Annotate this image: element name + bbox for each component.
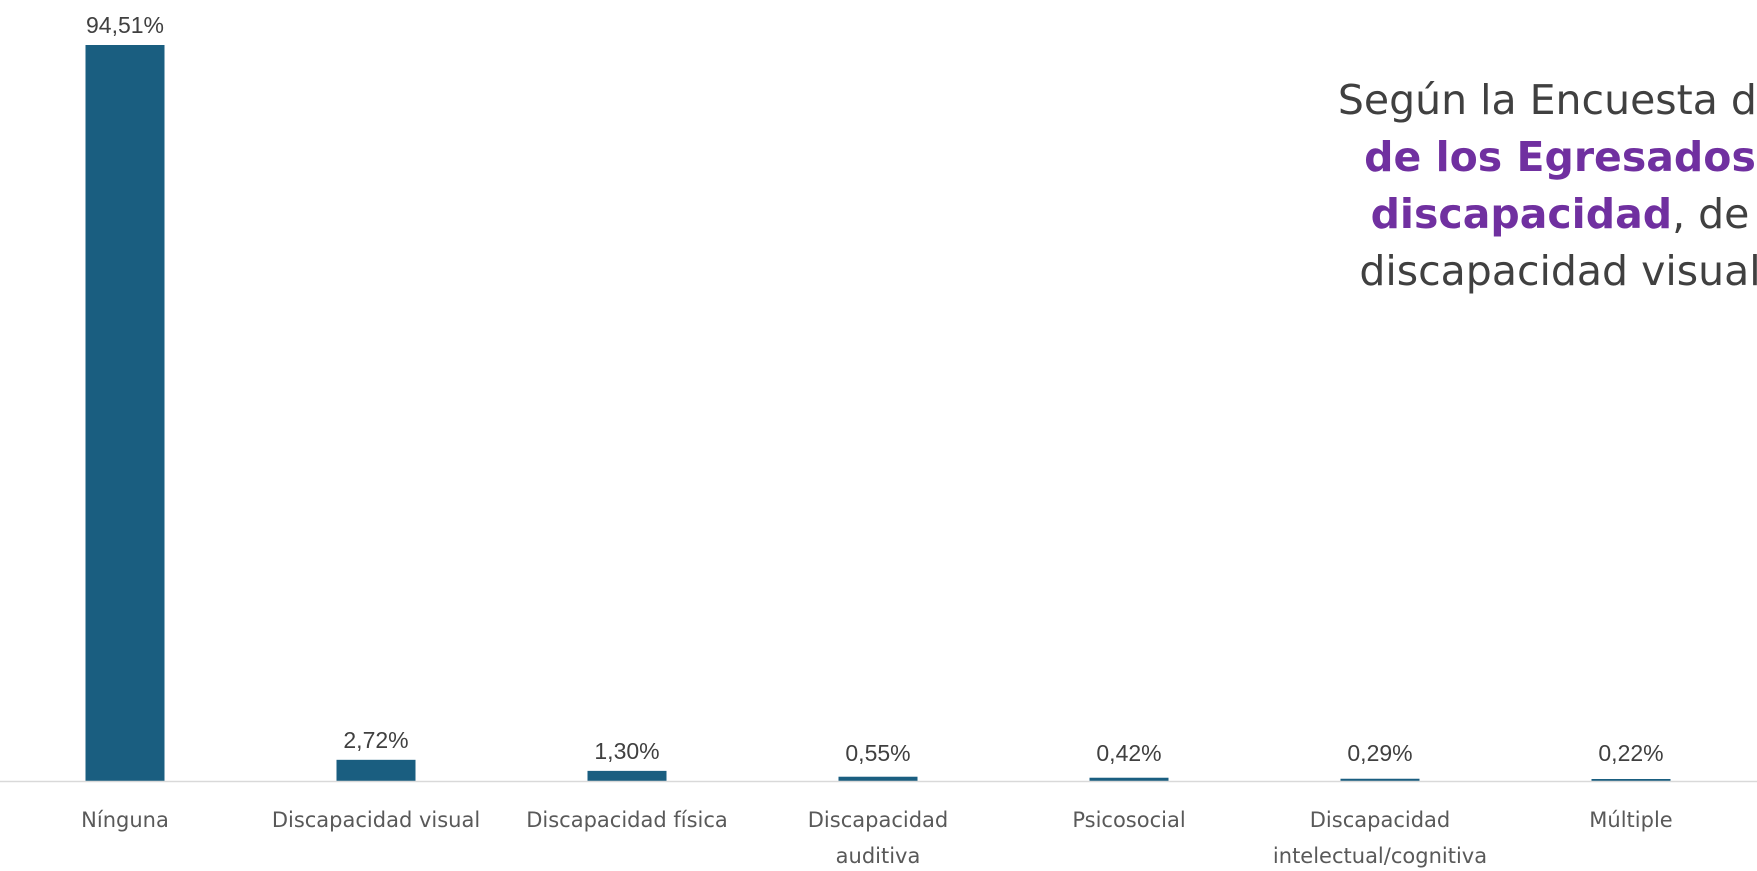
category-label-5: Psicosocial xyxy=(1072,808,1185,832)
callout-text: Según la Encuesta de de los Egresados dis… xyxy=(1180,72,1757,300)
data-label-5: 0,42% xyxy=(1096,740,1161,766)
callout-line-2: de los Egresados xyxy=(1180,129,1757,186)
data-label-7: 0,22% xyxy=(1598,740,1663,766)
bars-group xyxy=(85,45,1671,781)
callout-text-segment: discapacidad visual xyxy=(1359,247,1757,295)
category-labels-group: Nínguna Discapacidad visual Discapacidad f… xyxy=(81,808,1673,868)
bar-7 xyxy=(1591,779,1671,781)
data-labels-group: 94,51% 2,72% 1,30% 0,55% 0,42% 0,29% 0,22% xyxy=(86,12,1664,766)
category-label-6: Discapacidad intelectual/cognitiva xyxy=(1273,808,1487,868)
bar-5 xyxy=(1089,777,1169,781)
callout-line-3: discapacidad, de xyxy=(1180,186,1757,243)
category-label-2: Discapacidad visual xyxy=(272,808,480,832)
category-label-3: Discapacidad física xyxy=(526,808,728,832)
callout-line-1: Según la Encuesta de xyxy=(1180,72,1757,129)
bar-3 xyxy=(587,770,667,781)
highlight-text: de los Egresados xyxy=(1364,133,1756,181)
callout-text-segment: Según la Encuesta de xyxy=(1337,76,1757,124)
bar-2 xyxy=(336,759,416,781)
highlight-text: discapacidad xyxy=(1370,190,1673,238)
data-label-1: 94,51% xyxy=(86,12,164,38)
data-label-6: 0,29% xyxy=(1347,740,1412,766)
category-label-7: Múltiple xyxy=(1589,808,1672,832)
callout-line-4: discapacidad visual xyxy=(1180,243,1757,300)
bar-6 xyxy=(1340,778,1420,781)
bar-1 xyxy=(85,45,165,781)
bar-4 xyxy=(838,776,918,781)
category-label-4: Discapacidad auditiva xyxy=(808,808,948,868)
data-label-3: 1,30% xyxy=(594,738,659,764)
data-label-4: 0,55% xyxy=(845,740,910,766)
data-label-2: 2,72% xyxy=(343,727,408,753)
category-label-1: Nínguna xyxy=(81,808,169,832)
callout-text-segment: , de xyxy=(1672,190,1750,238)
